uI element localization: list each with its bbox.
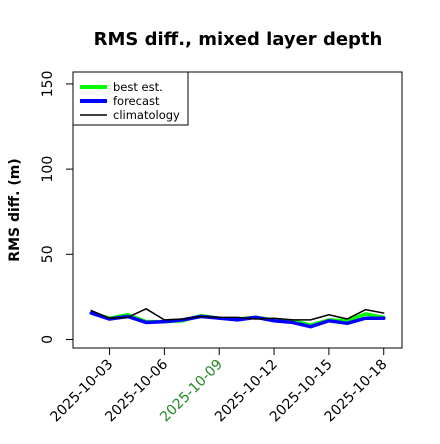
series-line-forecast (89, 311, 386, 329)
y-tick-label: 150 (40, 71, 56, 98)
legend-box (72, 71, 189, 126)
y-tick-label: 0 (40, 335, 56, 344)
series-layer (89, 308, 386, 329)
y-tick-label: 100 (40, 156, 56, 183)
legend-label: forecast (113, 94, 160, 108)
y-axis-label: RMS diff. (m) (7, 158, 23, 261)
y-tick-label: 50 (40, 245, 56, 263)
legend-label: best est. (113, 80, 163, 94)
legend-label: climatology (113, 108, 180, 122)
y-axis: 0 50 100 150 (40, 71, 73, 344)
plot-frame (72, 71, 403, 349)
chart-title: RMS diff., mixed layer depth (94, 29, 383, 50)
series-line-climatology (90, 308, 385, 321)
